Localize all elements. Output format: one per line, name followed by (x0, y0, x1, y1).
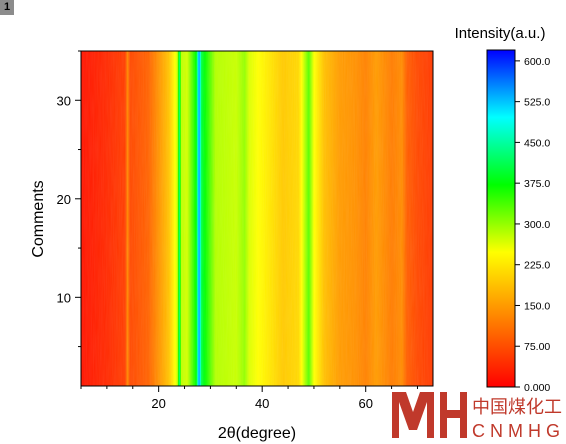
x-tick-label: 40 (255, 396, 269, 411)
x-axis-label: 2θ(degree) (218, 425, 296, 442)
colorbar (486, 49, 516, 388)
x-axis: 20 40 60 (80, 386, 418, 411)
y-tick-label: 30 (57, 93, 71, 108)
panel-badge: 1 (0, 0, 14, 15)
watermark: 中国煤化工 CNMHG (392, 392, 565, 441)
heatmap-texture (81, 51, 433, 386)
y-axis-label: Comments (30, 180, 47, 257)
y-tick-label: 10 (57, 290, 71, 305)
y-axis: 10 20 30 (57, 50, 81, 348)
colorbar-tick-label: 450.0 (524, 137, 550, 149)
colorbar-tick-label: 375.0 (524, 178, 550, 190)
watermark-en-text: CNMHG (472, 421, 565, 441)
colorbar-tick-label: 525.0 (524, 97, 550, 109)
x-tick-label: 20 (151, 396, 165, 411)
plot-frame (80, 50, 434, 387)
colorbar-tick-label: 75.00 (524, 341, 550, 353)
colorbar-tick-label: 150.0 (524, 300, 550, 312)
x-tick-label: 60 (358, 396, 372, 411)
colorbar-tick-label: 0.000 (524, 382, 550, 394)
colorbar-tick-label: 600.0 (524, 56, 550, 68)
colorbar-tick-label: 300.0 (524, 219, 550, 231)
colorbar-label: Intensity(a.u.) (455, 25, 546, 42)
colorbar-ticks: 0.000 75.00 150.0 225.0 300.0 375.0 450.0 525.0… (515, 56, 550, 394)
y-tick-label: 20 (57, 192, 71, 207)
watermark-logo (392, 392, 467, 438)
colorbar-tick-label: 225.0 (524, 260, 550, 272)
watermark-cn-text: 中国煤化工 (472, 397, 562, 418)
